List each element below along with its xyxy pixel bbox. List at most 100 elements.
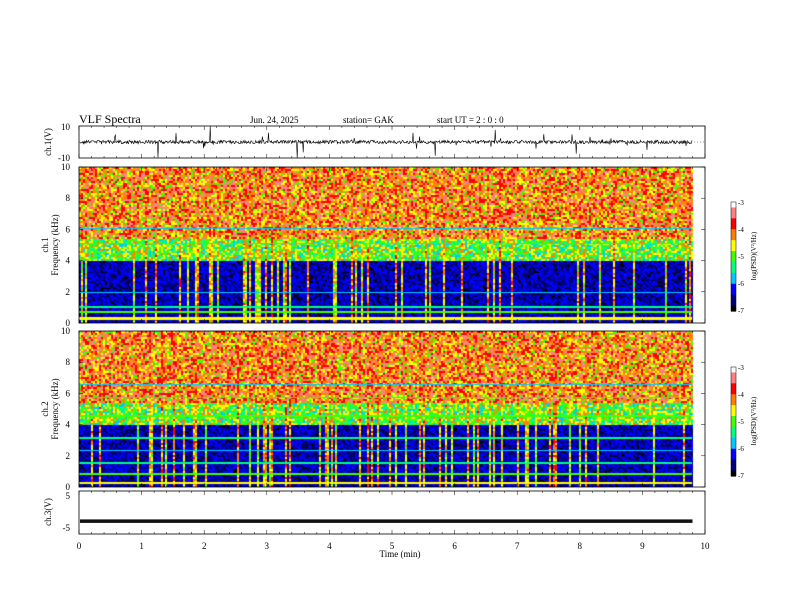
spectrogram-pixels	[79, 167, 705, 323]
colorbar-swatch	[731, 388, 736, 393]
colorbar-swatch	[731, 465, 736, 469]
x-tick-label: 2	[202, 541, 207, 551]
ch1-colorbar-tick-m7: -7	[738, 307, 744, 315]
colorbar-swatch	[731, 473, 736, 477]
ch2-colorbar: -3 -4 -5 -6 -7 log(PSD)(V²/Hz)	[730, 364, 758, 480]
colorbar-swatch	[731, 367, 736, 371]
y-tick-label: 6	[66, 224, 71, 234]
x-tick-label: 7	[515, 541, 520, 551]
colorbar-swatch	[731, 218, 736, 222]
colorbar-swatch	[731, 429, 736, 433]
colorbar-swatch	[731, 256, 736, 260]
ch1-colorbar-gradient	[731, 202, 736, 312]
y-tick-label: 2	[66, 287, 71, 297]
colorbar-swatch	[731, 424, 736, 428]
colorbar-swatch	[731, 369, 736, 374]
y-tick-label: 8	[66, 193, 71, 203]
time-axis-ticks: 0 1 2 3 4 5 6 7 8 9 10	[77, 126, 710, 551]
colorbar-swatch	[731, 215, 736, 219]
figure-title: VLF Spectra	[79, 112, 141, 126]
x-tick-label: 4	[327, 541, 332, 551]
header-start-time: start UT = 2 : 0 : 0	[437, 115, 504, 125]
y-tick-label: 4	[66, 256, 71, 266]
colorbar-swatch	[731, 432, 736, 436]
time-axis-label: Time (min)	[380, 549, 421, 559]
colorbar-swatch	[731, 407, 736, 412]
colorbar-swatch	[731, 440, 736, 444]
ch2-colorbar-frame	[730, 366, 737, 477]
x-tick-label: 9	[640, 541, 645, 551]
colorbar-swatch	[731, 289, 736, 293]
colorbar-swatch	[731, 272, 736, 277]
ch1-spectrogram-image	[79, 167, 705, 323]
colorbar-swatch	[731, 275, 736, 279]
colorbar-swatch	[731, 375, 736, 379]
ch2-spectrogram-ylabel: Frequency (kHz)	[50, 378, 60, 439]
ch1-ytick-top: 10	[61, 122, 71, 132]
colorbar-swatch	[731, 394, 736, 398]
colorbar-swatch	[731, 448, 736, 453]
colorbar-swatch	[731, 237, 736, 241]
ch2-colorbar-tick-m6: -6	[738, 445, 744, 453]
y-tick-label: 6	[66, 388, 71, 398]
y-tick-label: 10	[61, 162, 71, 172]
ch1-waveform-panel: 10 -10 ch.1(V)	[43, 122, 706, 163]
colorbar-swatch	[731, 264, 736, 268]
ch3-ytick-bottom: -5	[63, 523, 71, 533]
ch2-spectrogram-panel: 0 2 4 6 8 10 ch.2 Frequency (kHz)	[40, 326, 706, 492]
colorbar-swatch	[731, 297, 736, 301]
colorbar-swatch	[731, 300, 736, 304]
colorbar-swatch	[731, 386, 736, 390]
colorbar-swatch	[731, 253, 736, 258]
colorbar-swatch	[731, 283, 736, 288]
colorbar-swatch	[731, 270, 736, 274]
header-station: station= GAK	[343, 115, 394, 125]
ch2-colorbar-label: log(PSD)(V²/Hz)	[750, 396, 758, 445]
colorbar-swatch	[731, 462, 736, 466]
colorbar-swatch	[731, 223, 736, 228]
ch2-spectrogram-image	[79, 331, 705, 487]
ch1-spectrogram-yticks: 0 2 4 6 8 10	[61, 162, 705, 328]
colorbar-swatch	[731, 399, 736, 404]
ch1-ytick-bottom: -10	[58, 153, 70, 163]
colorbar-swatch	[731, 210, 736, 214]
x-tick-label: 0	[77, 541, 82, 551]
ch1-colorbar-frame	[730, 201, 737, 312]
colorbar-swatch	[731, 416, 736, 420]
y-tick-label: 0	[66, 482, 71, 492]
x-tick-label: 8	[578, 541, 583, 551]
colorbar-swatch	[731, 242, 736, 247]
colorbar-swatch	[731, 372, 736, 376]
colorbar-swatch	[731, 231, 736, 236]
colorbar-swatch	[731, 278, 736, 282]
y-tick-label: 0	[66, 318, 71, 328]
colorbar-swatch	[731, 248, 736, 252]
colorbar-swatch	[731, 286, 736, 290]
colorbar-swatch	[731, 251, 736, 255]
colorbar-swatch	[731, 302, 736, 307]
colorbar-swatch	[731, 245, 736, 249]
colorbar-swatch	[731, 308, 736, 312]
colorbar-swatch	[731, 402, 736, 406]
colorbar-swatch	[731, 221, 736, 225]
colorbar-swatch	[731, 470, 736, 474]
colorbar-swatch	[731, 446, 736, 450]
ch1-colorbar-tick-m6: -6	[738, 280, 744, 288]
y-tick-label: 10	[61, 326, 71, 336]
x-tick-label: 6	[452, 541, 457, 551]
ch2-colorbar-gradient	[731, 367, 736, 477]
ch2-colorbar-tick-m3: -3	[738, 364, 744, 372]
ch1-colorbar: -3 -4 -5 -6 -7 log(PSD)(V²/Hz)	[730, 199, 758, 315]
colorbar-swatch	[731, 261, 736, 266]
x-tick-label: 10	[701, 541, 711, 551]
ch1-waveform-ylabel: ch.1(V)	[43, 128, 53, 156]
colorbar-swatch	[731, 421, 736, 425]
x-tick-label: 5	[390, 541, 395, 551]
ch2-colorbar-tick-m7: -7	[738, 472, 744, 480]
colorbar-swatch	[731, 380, 736, 384]
colorbar-swatch	[731, 467, 736, 472]
colorbar-swatch	[731, 259, 736, 263]
colorbar-swatch	[731, 435, 736, 439]
ch1-waveform-trace	[79, 125, 693, 159]
